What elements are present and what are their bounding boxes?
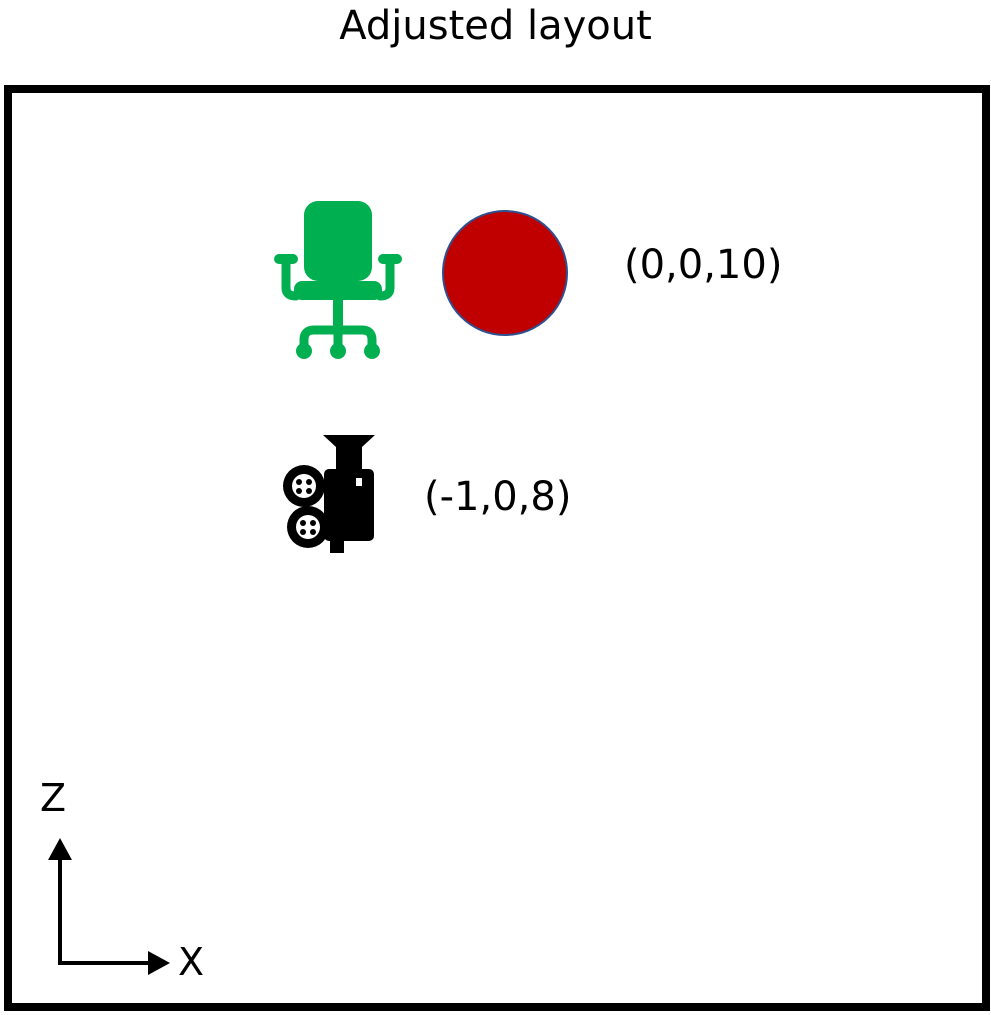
axes: [48, 838, 170, 975]
object-coordinate-label: (0,0,10): [624, 242, 783, 288]
camera-coordinate-label: (-1,0,8): [424, 474, 572, 520]
scene-frame: [4, 85, 990, 1011]
diagram-title: Adjusted layout: [339, 3, 652, 49]
x-axis-label: X: [178, 940, 205, 984]
red-sphere: [442, 210, 568, 336]
x-axis-arrowhead: [148, 951, 170, 975]
z-axis-label: Z: [40, 776, 67, 820]
office-chair-icon: [274, 201, 402, 359]
movie-camera-icon: [283, 435, 375, 553]
z-axis-arrowhead: [48, 838, 72, 860]
